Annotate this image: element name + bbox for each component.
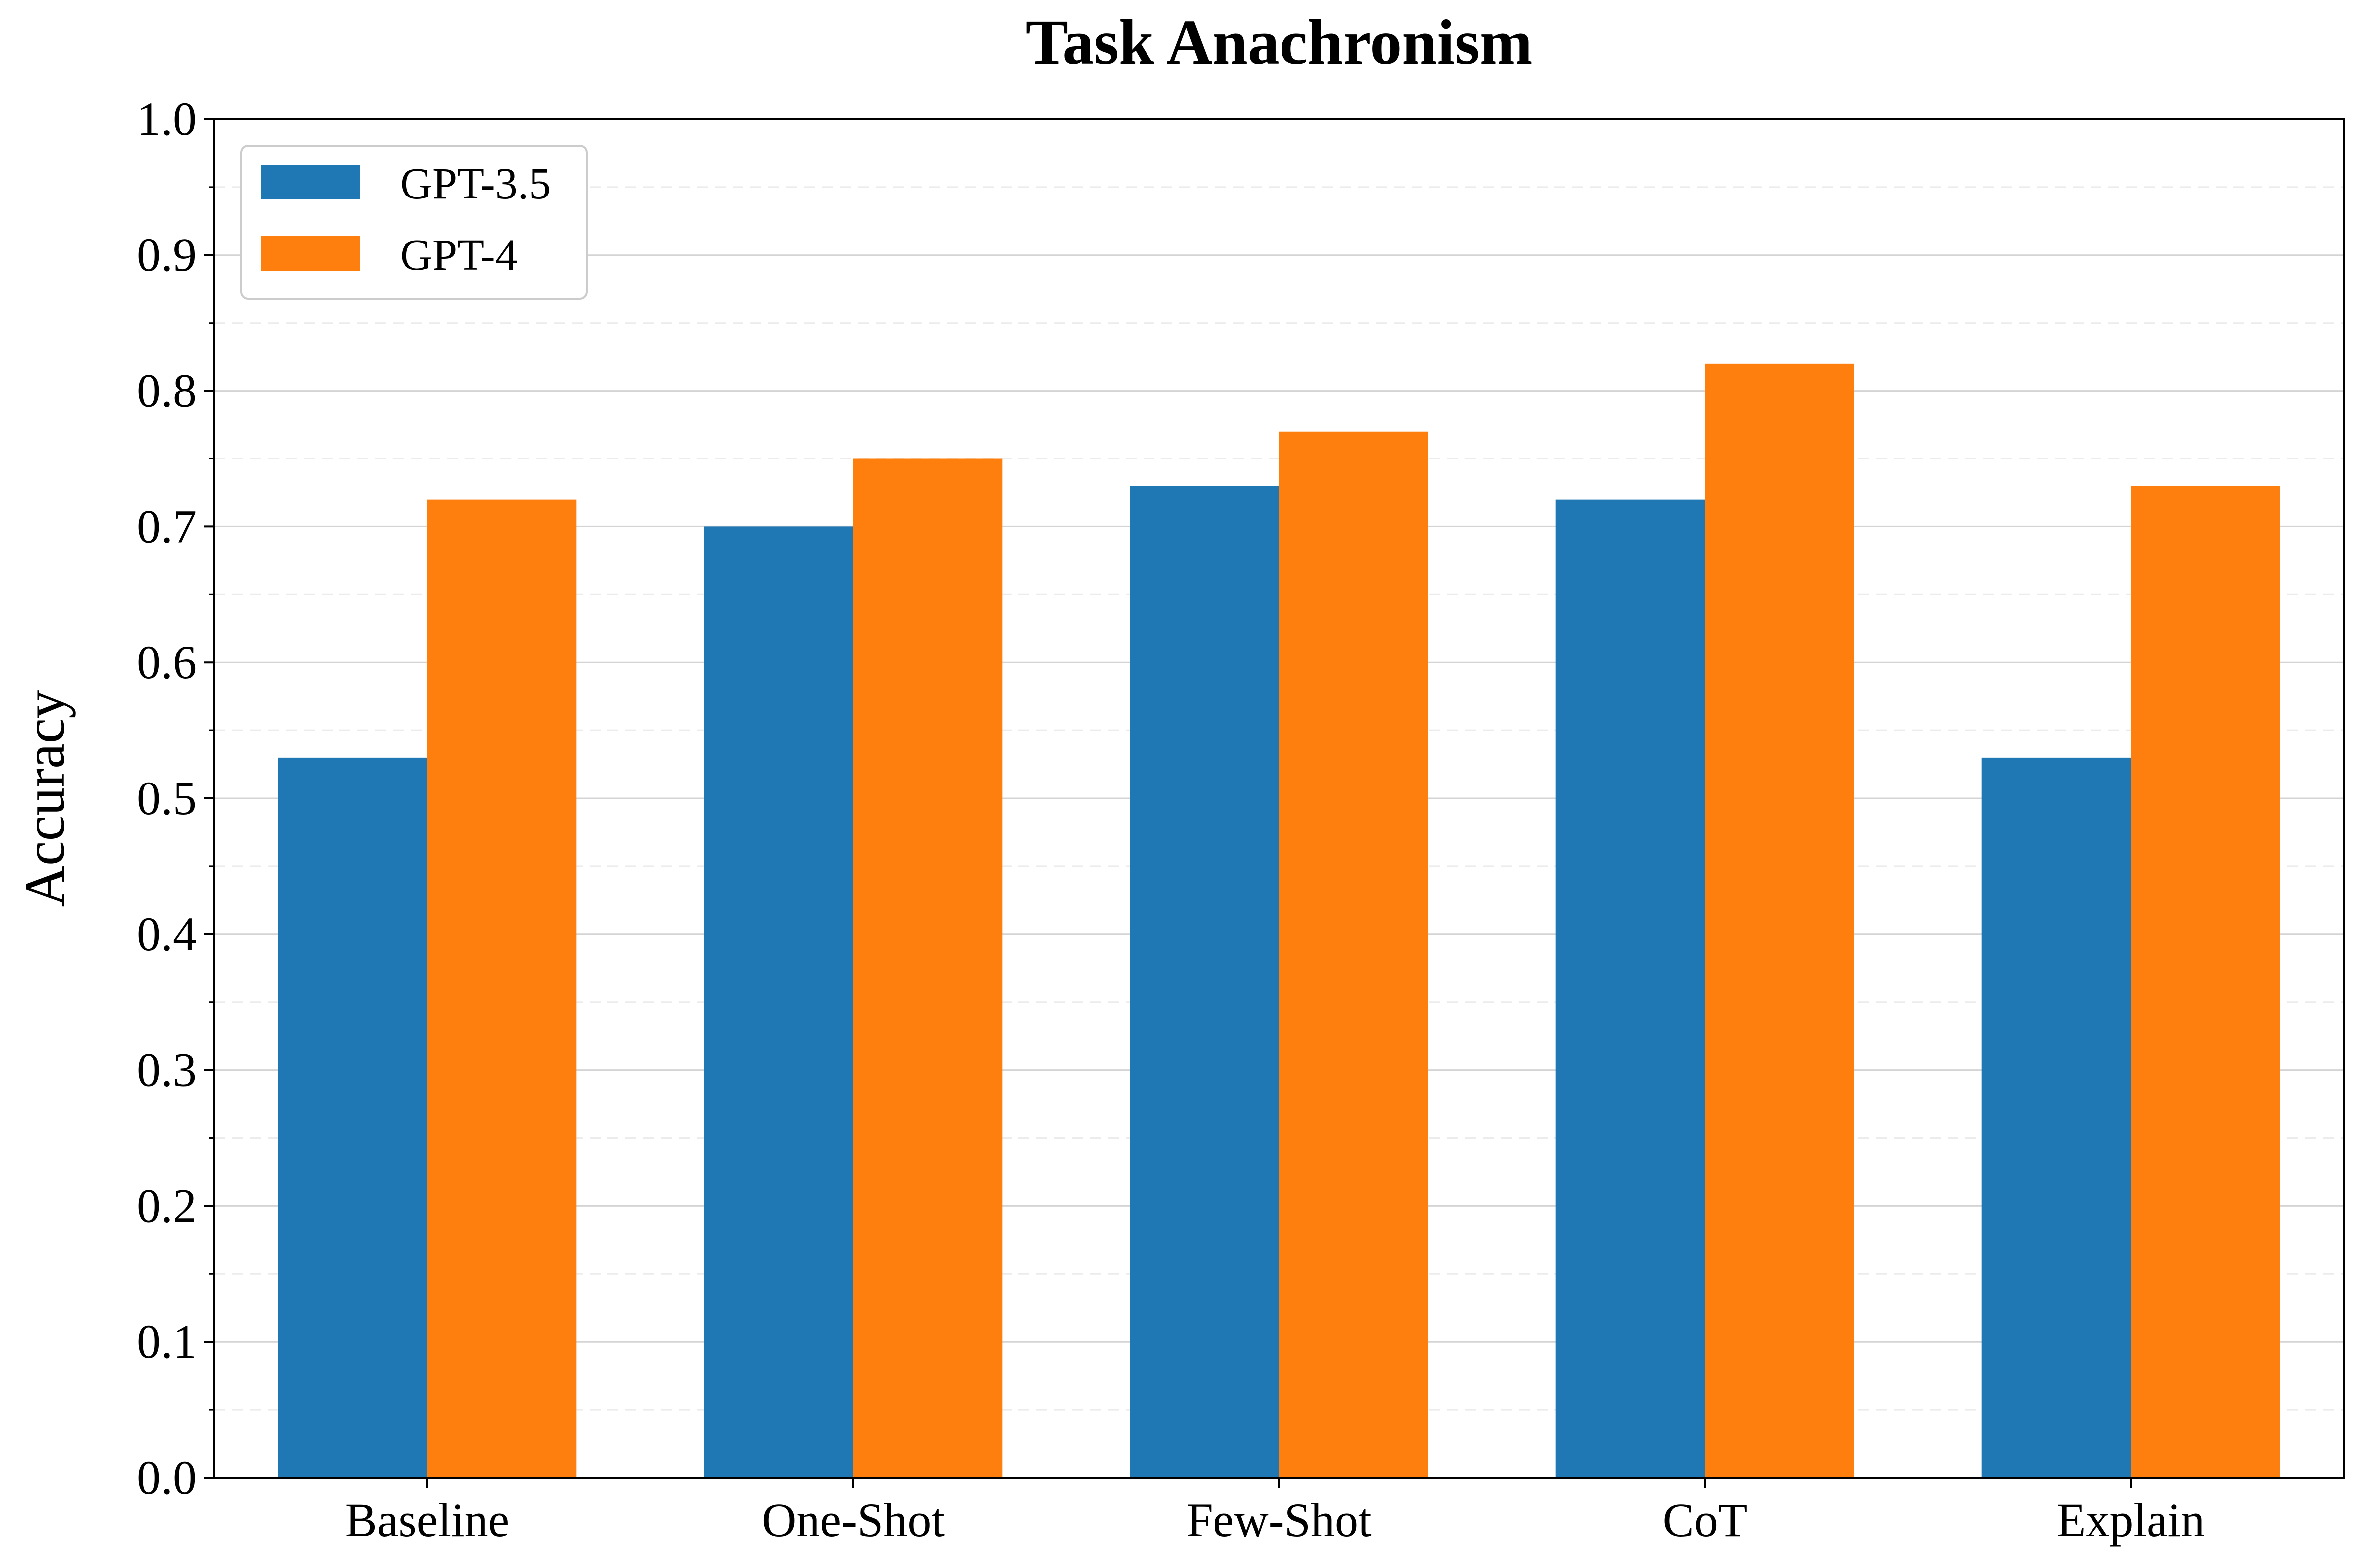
bar-gpt-3-5-baseline bbox=[278, 757, 427, 1478]
legend-swatch-gpt-4 bbox=[261, 236, 360, 271]
y-tick-label: 0.4 bbox=[137, 908, 197, 961]
bar-gpt-3-5-one-shot bbox=[704, 526, 853, 1478]
y-tick-label: 0.1 bbox=[137, 1315, 197, 1368]
y-tick-label: 0.9 bbox=[137, 228, 197, 281]
bar-gpt-3-5-few-shot bbox=[1130, 486, 1279, 1478]
y-tick-label: 0.8 bbox=[137, 364, 197, 417]
legend: GPT-3.5 GPT-4 bbox=[240, 145, 588, 300]
y-tick-label: 0.2 bbox=[137, 1179, 197, 1232]
y-tick-label: 0.7 bbox=[137, 500, 197, 553]
bar-gpt-3-5-cot bbox=[1555, 499, 1705, 1478]
legend-swatch-gpt-3-5 bbox=[261, 165, 360, 199]
legend-label-gpt-4: GPT-4 bbox=[400, 231, 518, 280]
y-tick-label: 0.0 bbox=[137, 1451, 197, 1504]
x-tick-label: CoT bbox=[1663, 1494, 1748, 1547]
y-tick-label: 0.5 bbox=[137, 772, 197, 825]
bar-gpt-4-one-shot bbox=[853, 458, 1003, 1478]
bar-gpt-4-explain bbox=[2131, 486, 2280, 1478]
legend-label-gpt-3-5: GPT-3.5 bbox=[400, 159, 551, 208]
y-tick-label: 0.6 bbox=[137, 636, 197, 689]
bar-gpt-4-cot bbox=[1705, 363, 1854, 1478]
y-axis: 0.0 0.1 0.2 0.3 0.4 0.5 0.6 0.7 0.8 0.9 1.0 bbox=[137, 92, 214, 1504]
bar-gpt-3-5-explain bbox=[1981, 757, 2131, 1478]
bar-gpt-4-few-shot bbox=[1279, 431, 1428, 1478]
bars bbox=[278, 363, 2280, 1478]
y-tick-label: 1.0 bbox=[137, 92, 197, 145]
x-axis: Baseline One-Shot Few-Shot CoT Explain bbox=[345, 1478, 2205, 1547]
x-tick-label: Baseline bbox=[345, 1494, 510, 1547]
chart-title: Task Anachronism bbox=[1026, 7, 1533, 77]
x-tick-label: Few-Shot bbox=[1186, 1494, 1372, 1547]
y-tick-label: 0.3 bbox=[137, 1044, 197, 1097]
y-axis-label: Accuracy bbox=[13, 690, 76, 907]
x-tick-label: One-Shot bbox=[762, 1494, 945, 1547]
x-tick-label: Explain bbox=[2057, 1494, 2205, 1547]
bar-gpt-4-baseline bbox=[427, 499, 577, 1478]
